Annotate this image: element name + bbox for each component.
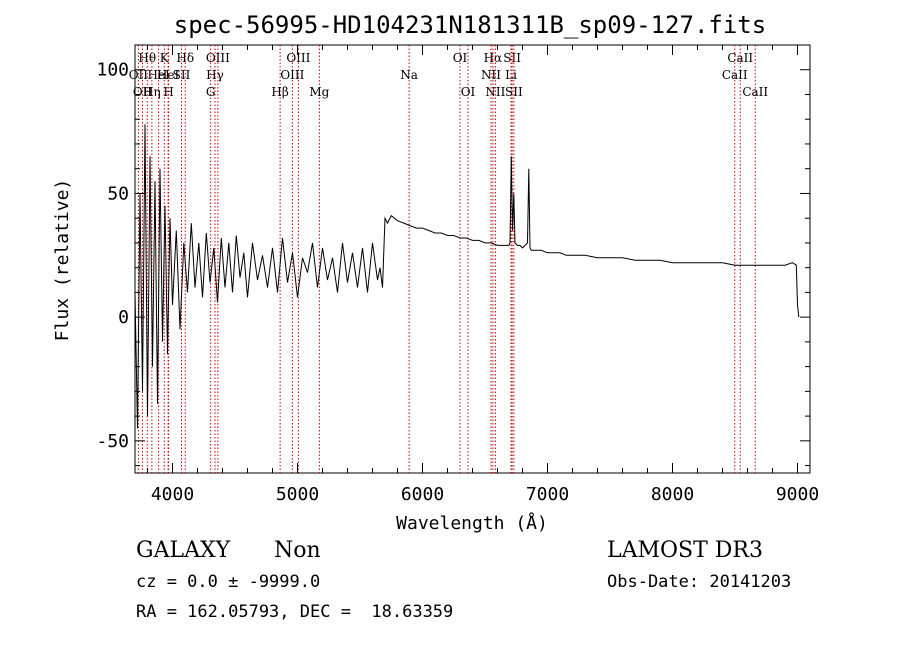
axis-ticks: 4000 5000 6000 7000 8000 9000 -50 0 50 100	[96, 44, 819, 505]
plot-frame	[134, 44, 811, 474]
line-label: OII	[129, 68, 149, 82]
x-tick-label: 7000	[526, 484, 569, 505]
x-tick-label: 9000	[776, 484, 819, 505]
line-label: CaII	[742, 85, 768, 99]
spectrum-series	[134, 124, 800, 429]
survey-name: LAMOST DR3	[607, 538, 763, 563]
line-label: CaII	[722, 68, 748, 82]
line-label: K	[160, 51, 170, 65]
redshift-readout: cz = 0.0 ± -9999.0	[136, 572, 321, 592]
x-tick-label: 8000	[651, 484, 694, 505]
x-axis-label: Wavelength (Å)	[396, 512, 548, 534]
y-tick-label: 50	[107, 183, 129, 204]
line-label: HeI	[157, 68, 180, 82]
line-label: SII	[503, 51, 521, 65]
line-label: OIII	[286, 51, 310, 65]
line-label: OIII	[206, 51, 230, 65]
line-label: Hδ	[176, 51, 194, 65]
line-label: SII	[505, 85, 523, 99]
y-tick-label: 100	[96, 60, 129, 81]
line-label: Hγ	[206, 68, 224, 82]
line-label: CaII	[727, 51, 753, 65]
line-label: H	[163, 85, 173, 99]
observation-date: Obs-Date: 20141203	[607, 572, 792, 592]
coordinates-readout: RA = 162.05793, DEC = 18.63359	[136, 602, 454, 622]
line-label: Hα	[484, 51, 503, 65]
line-label: NII	[485, 85, 505, 99]
line-label: Na	[400, 68, 418, 82]
x-tick-label: 4000	[151, 484, 194, 505]
object-class: GALAXY	[136, 538, 231, 563]
line-label: Li	[505, 68, 517, 82]
line-label: Hβ	[271, 85, 288, 99]
line-label: Hη	[143, 85, 161, 99]
line-label: SII	[173, 68, 191, 82]
spectrum-line	[134, 124, 800, 429]
y-tick-label: -50	[96, 431, 129, 452]
line-label: G	[206, 85, 216, 99]
x-tick-label: 6000	[401, 484, 444, 505]
y-tick-label: 0	[118, 307, 129, 328]
line-label: NII	[481, 68, 501, 82]
x-tick-label: 5000	[276, 484, 319, 505]
line-label: OIII	[280, 68, 304, 82]
chart-title: spec-56995-HD104231N181311B_sp09-127.fit…	[174, 11, 766, 39]
line-label: Hθ	[138, 51, 156, 65]
object-subclass: Non	[274, 538, 321, 563]
line-label: OI	[461, 85, 476, 99]
y-axis-label: Flux (relative)	[52, 179, 73, 342]
line-label: OI	[453, 51, 468, 65]
line-label: Mg	[309, 85, 329, 99]
line-label: HeI	[147, 68, 170, 82]
